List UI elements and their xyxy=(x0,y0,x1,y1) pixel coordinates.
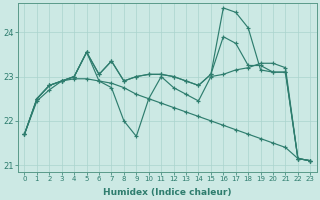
X-axis label: Humidex (Indice chaleur): Humidex (Indice chaleur) xyxy=(103,188,232,197)
